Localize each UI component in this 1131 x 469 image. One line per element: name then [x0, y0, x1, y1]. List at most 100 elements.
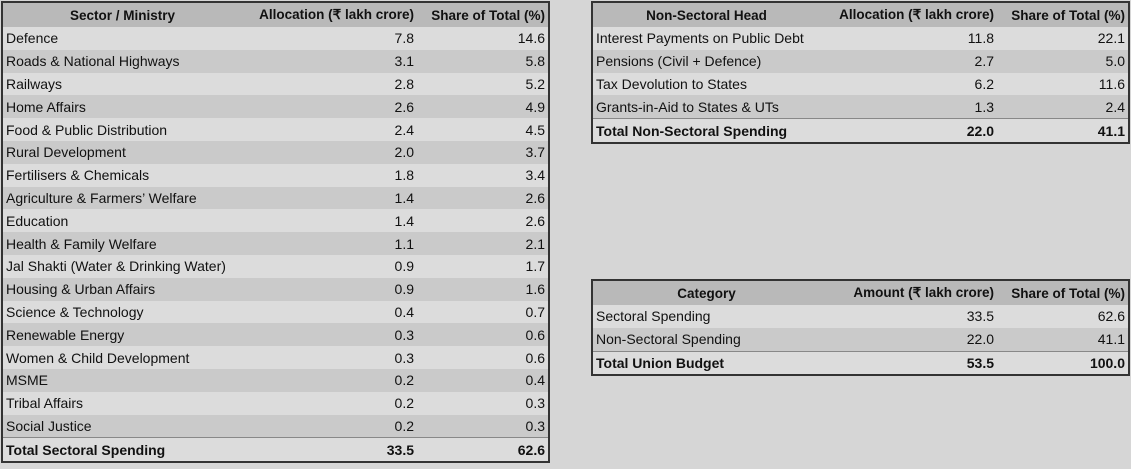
value-cell: 0.3: [242, 346, 417, 369]
table-row: Railways 2.8 5.2: [2, 72, 549, 96]
row-label-cell: Sectoral Spending: [592, 305, 820, 328]
total-value-cell: 53.5: [820, 350, 997, 376]
row-label-cell: Tribal Affairs: [2, 391, 242, 415]
table-row: Food & Public Distribution 2.4 4.5: [2, 118, 549, 141]
column-header: Category: [592, 280, 820, 305]
table-row: Housing & Urban Affairs 0.9 1.6: [2, 277, 549, 301]
table-row: MSME 0.2 0.4: [2, 368, 549, 392]
value-cell: 2.4: [997, 95, 1129, 119]
value-cell: 5.8: [417, 49, 549, 73]
table-row: Roads & National Highways 3.1 5.8: [2, 49, 549, 73]
value-cell: 7.8: [242, 27, 417, 50]
value-cell: 0.6: [417, 346, 549, 369]
table-row: Home Affairs 2.6 4.9: [2, 95, 549, 119]
row-label-cell: Fertilisers & Chemicals: [2, 163, 242, 187]
table-row: Non-Sectoral Spending 22.0 41.1: [592, 327, 1129, 352]
table-row: Social Justice 0.2 0.3: [2, 414, 549, 438]
row-label-cell: Rural Development: [2, 140, 242, 164]
table-row: Grants-in-Aid to States & UTs 1.3 2.4: [592, 95, 1129, 119]
table-header: Category Amount (₹ lakh crore) Share of To…: [592, 280, 1129, 305]
column-header: Share of Total (%): [417, 2, 549, 27]
value-cell: 0.2: [242, 391, 417, 415]
column-header: Share of Total (%): [997, 2, 1129, 27]
total-value-cell: 100.0: [997, 350, 1129, 376]
table-row: Women & Child Development 0.3 0.6: [2, 346, 549, 369]
value-cell: 2.8: [242, 72, 417, 96]
value-cell: 6.2: [820, 72, 997, 96]
row-label-cell: Railways: [2, 72, 242, 96]
table-body: Sectoral Spending 33.5 62.6 Non-Sectoral Sp…: [592, 305, 1129, 376]
budget-category-summary-table: Category Amount (₹ lakh crore) Share of To…: [591, 279, 1130, 377]
value-cell: 0.9: [242, 277, 417, 301]
value-cell: 0.4: [242, 300, 417, 324]
value-cell: 2.6: [242, 95, 417, 119]
table-row: Sectoral Spending 33.5 62.6: [592, 305, 1129, 328]
value-cell: 2.6: [417, 186, 549, 210]
value-cell: 33.5: [820, 305, 997, 328]
value-cell: 41.1: [997, 327, 1129, 352]
value-cell: 0.3: [242, 323, 417, 347]
value-cell: 2.6: [417, 209, 549, 233]
row-label-cell: Agriculture & Farmers’ Welfare: [2, 186, 242, 210]
table-row: Education 1.4 2.6: [2, 209, 549, 233]
table-row: Jal Shakti (Water & Drinking Water) 0.9 1.…: [2, 254, 549, 278]
total-row: Total Sectoral Spending 33.5 62.6: [2, 437, 549, 463]
value-cell: 2.0: [242, 140, 417, 164]
table-row: Agriculture & Farmers’ Welfare 1.4 2.6: [2, 186, 549, 210]
value-cell: 2.7: [820, 49, 997, 73]
value-cell: 1.6: [417, 277, 549, 301]
value-cell: 0.2: [242, 414, 417, 438]
table-row: Science & Technology 0.4 0.7: [2, 300, 549, 324]
value-cell: 5.0: [997, 49, 1129, 73]
column-header: Allocation (₹ lakh crore): [242, 2, 417, 27]
table-row: Interest Payments on Public Debt 11.8 22.1: [592, 27, 1129, 50]
row-label-cell: Science & Technology: [2, 300, 242, 324]
value-cell: 1.7: [417, 254, 549, 278]
value-cell: 14.6: [417, 27, 549, 50]
sector-allocation-table: Sector / Ministry Allocation (₹ lakh cror…: [1, 1, 550, 464]
table-row: Defence 7.8 14.6: [2, 27, 549, 50]
value-cell: 11.8: [820, 27, 997, 50]
value-cell: 4.5: [417, 118, 549, 141]
value-cell: 22.1: [997, 27, 1129, 50]
value-cell: 1.4: [242, 209, 417, 233]
total-value-cell: 22.0: [820, 118, 997, 143]
non-sectoral-allocation-table: Non-Sectoral Head Allocation (₹ lakh cror…: [591, 1, 1130, 144]
value-cell: 2.1: [417, 232, 549, 255]
value-cell: 1.3: [820, 95, 997, 119]
column-header: Share of Total (%): [997, 280, 1129, 305]
value-cell: 1.4: [242, 186, 417, 210]
value-cell: 62.6: [997, 305, 1129, 328]
value-cell: 4.9: [417, 95, 549, 119]
value-cell: 0.6: [417, 323, 549, 347]
total-label-cell: Total Union Budget: [592, 350, 820, 376]
column-header: Sector / Ministry: [2, 2, 242, 27]
total-value-cell: 33.5: [242, 437, 417, 463]
table-row: Renewable Energy 0.3 0.6: [2, 323, 549, 347]
value-cell: 0.7: [417, 300, 549, 324]
value-cell: 1.8: [242, 163, 417, 187]
total-value-cell: 62.6: [417, 437, 549, 463]
row-label-cell: Roads & National Highways: [2, 49, 242, 73]
value-cell: 11.6: [997, 72, 1129, 96]
table-header: Sector / Ministry Allocation (₹ lakh cror…: [2, 2, 549, 27]
column-header: Allocation (₹ lakh crore): [820, 2, 997, 27]
row-label-cell: Education: [2, 209, 242, 233]
row-label-cell: Grants-in-Aid to States & UTs: [592, 95, 820, 119]
row-label-cell: Pensions (Civil + Defence): [592, 49, 820, 73]
row-label-cell: MSME: [2, 368, 242, 392]
value-cell: 22.0: [820, 327, 997, 352]
column-header: Non-Sectoral Head: [592, 2, 820, 27]
row-label-cell: Non-Sectoral Spending: [592, 327, 820, 352]
table-header: Non-Sectoral Head Allocation (₹ lakh cror…: [592, 2, 1129, 27]
row-label-cell: Home Affairs: [2, 95, 242, 119]
total-row: Total Union Budget 53.5 100.0: [592, 350, 1129, 376]
row-label-cell: Health & Family Welfare: [2, 232, 242, 255]
total-value-cell: 41.1: [997, 118, 1129, 143]
row-label-cell: Renewable Energy: [2, 323, 242, 347]
value-cell: 2.4: [242, 118, 417, 141]
row-label-cell: Tax Devolution to States: [592, 72, 820, 96]
table-row: Rural Development 2.0 3.7: [2, 140, 549, 164]
row-label-cell: Interest Payments on Public Debt: [592, 27, 820, 50]
row-label-cell: Jal Shakti (Water & Drinking Water): [2, 254, 242, 278]
